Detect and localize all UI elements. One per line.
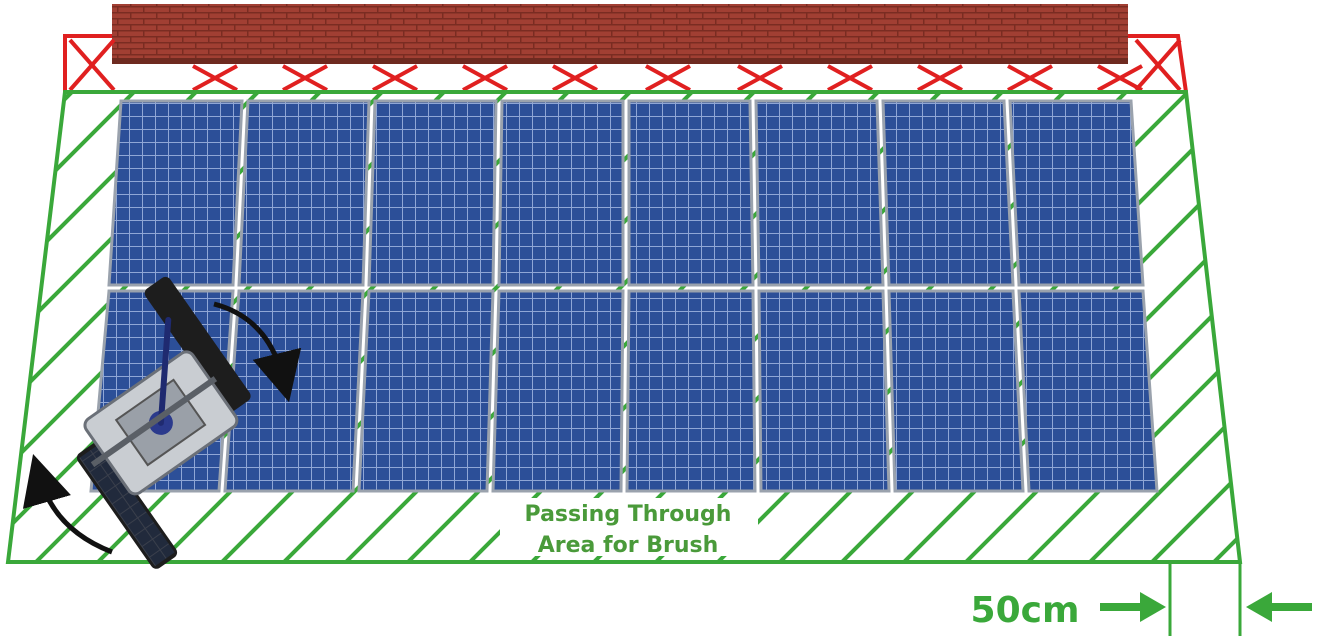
area-caption-line1: Passing Through [525,502,732,527]
solar-panel [237,99,371,287]
solar-panel [1017,289,1159,493]
dimension-label: 50cm [971,590,1080,631]
solar-panel [107,99,244,287]
solar-panel [357,289,495,493]
solar-panel [625,289,757,493]
red-cross-icon [68,38,116,92]
red-cross-icon [372,64,418,92]
solar-panel [367,99,498,287]
dimension-indicator: 50cm [971,562,1312,636]
solar-panel [1008,99,1145,287]
solar-panel [627,99,755,287]
red-cross-icon [552,64,598,92]
rotation-arrow-icon-bottom [22,453,113,555]
red-cross-icon [282,64,328,92]
red-cross-icon [1134,38,1182,92]
arrow-left-icon [1246,592,1312,622]
arrow-right-icon [1100,592,1166,622]
area-caption-line2: Area for Brush [538,533,719,558]
solar-panel-array [89,99,1159,493]
solar-panel [497,99,625,287]
area-caption: Passing Through Area for Brush [500,498,758,558]
solar-panel [491,289,625,493]
solar-panel [887,289,1025,493]
red-cross-icon [737,64,783,92]
solar-panel [754,99,885,287]
solar-panel [881,99,1015,287]
red-cross-icon [192,64,238,92]
solar-panel [757,289,891,493]
rotation-arrow-icon-top [213,301,302,403]
red-cross-icon [917,64,963,92]
cleaning-robot [76,276,251,569]
red-cross-icon [645,64,691,92]
brick-wall [112,4,1128,64]
red-cross-icon [462,64,508,92]
red-cross-icon [1007,64,1053,92]
red-cross-icon [1097,64,1143,92]
red-cross-icon [827,64,873,92]
